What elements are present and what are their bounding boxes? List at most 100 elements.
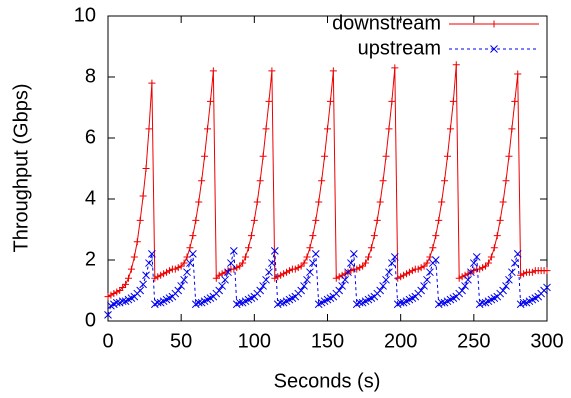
- marker: [239, 259, 247, 267]
- marker: [429, 244, 437, 252]
- x-tick-label: 200: [384, 330, 417, 352]
- marker: [396, 298, 405, 307]
- marker: [437, 298, 446, 307]
- marker: [499, 286, 507, 295]
- marker: [341, 275, 349, 284]
- x-tick-label: 0: [102, 330, 113, 352]
- marker: [104, 311, 112, 319]
- marker: [441, 177, 449, 185]
- marker: [110, 290, 118, 298]
- marker: [247, 232, 255, 240]
- marker: [139, 192, 147, 200]
- marker: [177, 262, 185, 270]
- marker: [262, 125, 270, 133]
- marker: [148, 79, 156, 87]
- marker: [528, 268, 536, 276]
- marker: [353, 265, 361, 273]
- marker: [479, 264, 487, 272]
- marker: [311, 250, 320, 258]
- marker: [136, 216, 144, 224]
- marker: [300, 259, 308, 267]
- marker: [186, 259, 194, 267]
- marker: [359, 262, 367, 270]
- marker: [335, 286, 344, 295]
- marker: [297, 262, 305, 270]
- marker: [408, 267, 416, 275]
- marker: [151, 274, 159, 282]
- marker: [189, 250, 197, 258]
- marker: [326, 97, 334, 105]
- marker: [104, 293, 112, 301]
- marker: [414, 265, 422, 273]
- marker: [508, 125, 516, 133]
- marker: [119, 283, 127, 291]
- marker: [385, 268, 393, 277]
- marker: [382, 275, 390, 284]
- marker: [397, 273, 405, 281]
- marker: [432, 232, 440, 240]
- y-tick-label: 0: [85, 309, 96, 331]
- marker: [130, 253, 138, 261]
- x-tick-label: 150: [311, 330, 344, 352]
- marker: [215, 271, 223, 279]
- marker: [221, 275, 229, 284]
- marker: [177, 282, 186, 290]
- marker: [329, 67, 337, 75]
- marker: [306, 268, 314, 277]
- x-axis-label: Seconds (s): [274, 370, 381, 392]
- marker: [405, 268, 413, 276]
- marker: [367, 244, 375, 252]
- marker: [236, 262, 244, 270]
- marker: [180, 275, 188, 284]
- marker: [385, 125, 393, 133]
- marker: [496, 216, 504, 224]
- y-tick-label: 4: [85, 187, 96, 209]
- marker: [268, 259, 276, 267]
- marker: [145, 125, 153, 133]
- marker: [341, 270, 349, 278]
- marker: [206, 97, 214, 105]
- marker: [487, 253, 495, 261]
- legend-label: upstream: [358, 37, 441, 59]
- marker: [520, 270, 528, 278]
- marker: [262, 275, 270, 284]
- marker: [470, 267, 478, 275]
- marker: [452, 61, 460, 69]
- marker: [209, 67, 217, 75]
- marker: [543, 267, 551, 275]
- marker: [270, 246, 279, 255]
- marker: [256, 286, 265, 295]
- marker: [435, 216, 443, 224]
- marker: [303, 253, 311, 261]
- marker: [256, 177, 264, 185]
- marker: [508, 268, 516, 277]
- x-tick-label: 50: [170, 330, 192, 352]
- marker: [259, 152, 267, 160]
- marker: [174, 264, 182, 272]
- legend-label: downstream: [332, 12, 441, 34]
- marker: [163, 268, 171, 276]
- plot-border: [107, 15, 548, 322]
- marker: [449, 97, 457, 105]
- marker: [112, 298, 121, 307]
- marker: [218, 270, 226, 278]
- marker: [510, 259, 519, 267]
- marker: [315, 198, 323, 206]
- marker: [376, 286, 385, 295]
- marker: [455, 274, 463, 282]
- marker: [127, 265, 135, 273]
- marker: [391, 64, 399, 72]
- y-tick-label: 2: [85, 248, 96, 270]
- marker: [244, 244, 252, 252]
- marker: [388, 97, 396, 105]
- marker: [382, 152, 390, 160]
- legend-marker: [490, 20, 498, 28]
- marker: [133, 238, 141, 246]
- y-axis-label: Throughput (Gbps): [10, 84, 32, 253]
- marker: [227, 259, 235, 267]
- marker: [122, 280, 130, 288]
- marker: [136, 286, 145, 295]
- marker: [268, 67, 276, 75]
- marker: [283, 268, 291, 276]
- marker: [426, 268, 434, 277]
